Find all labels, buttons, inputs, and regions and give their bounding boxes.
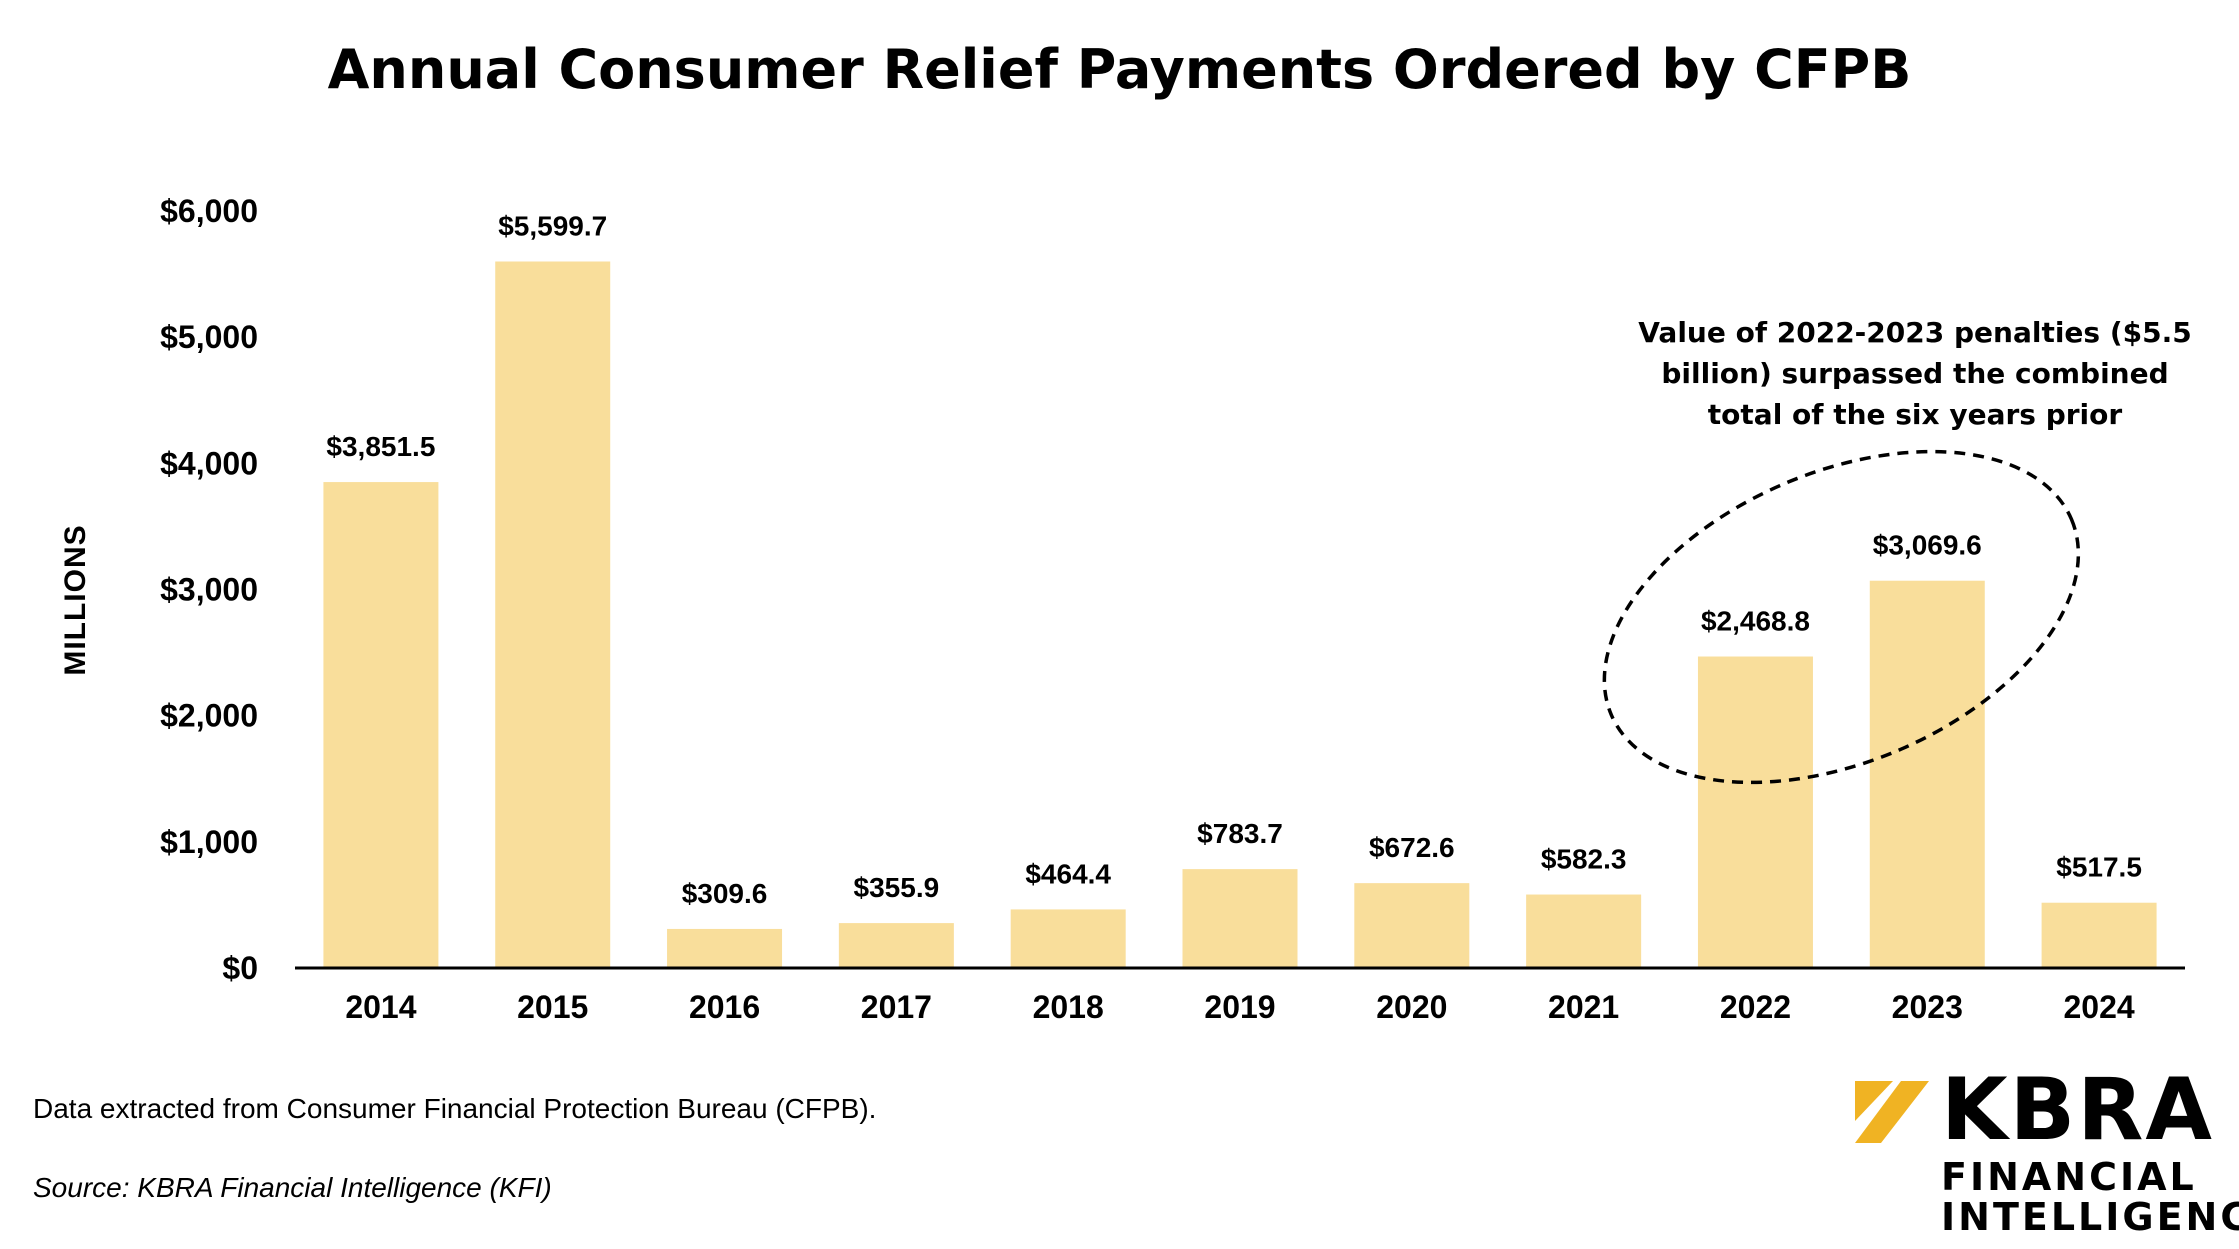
data-label-2018: $464.4: [1025, 858, 1111, 889]
bar-2021: [1526, 894, 1642, 968]
x-tick-label-2017: 2017: [861, 989, 932, 1025]
x-tick-label-2019: 2019: [1204, 989, 1275, 1025]
chart-title: Annual Consumer Relief Payments Ordered …: [327, 38, 1912, 101]
x-tick-label-2020: 2020: [1376, 989, 1447, 1025]
data-label-2016: $309.6: [682, 878, 768, 909]
y-tick-label: $4,000: [160, 445, 258, 481]
annotation-line: total of the six years prior: [1707, 398, 2123, 431]
data-label-2014: $3,851.5: [326, 431, 435, 462]
x-tick-label-2018: 2018: [1033, 989, 1104, 1025]
kbra-logo: KBRA FINANCIAL INTELLIGENCE: [1855, 1067, 2239, 1237]
bar-2019: [1182, 869, 1298, 968]
data-labels: $3,851.5 $5,599.7 $309.6 $355.9 $464.4 $783.7…: [326, 211, 2142, 909]
x-axis-ticks: 2014 2015 2016 2017 2018 2019 2020 2021 2022 2023…: [345, 989, 2135, 1025]
y-tick-label: $0: [222, 950, 258, 986]
source-note: Source: KBRA Financial Intelligence (KFI…: [33, 1172, 552, 1203]
x-tick-label-2015: 2015: [517, 989, 588, 1025]
data-label-2015: $5,599.7: [498, 211, 607, 242]
y-tick-label: $5,000: [160, 319, 258, 355]
data-label-2024: $517.5: [2056, 852, 2142, 883]
data-label-2022: $2,468.8: [1701, 606, 1810, 637]
data-label-2019: $783.7: [1197, 818, 1283, 849]
logo-line-intelligence: INTELLIGENCE: [1941, 1195, 2239, 1239]
x-tick-label-2016: 2016: [689, 989, 760, 1025]
kbra-k-mark-icon: [1855, 1081, 1929, 1143]
y-tick-label: $1,000: [160, 824, 258, 860]
data-label-2017: $355.9: [854, 872, 940, 903]
x-tick-label-2024: 2024: [2063, 989, 2134, 1025]
bars: [323, 261, 2157, 968]
highlight-ellipse: [1602, 449, 2081, 785]
logo-line-financial: FINANCIAL: [1941, 1155, 2197, 1199]
y-tick-label: $3,000: [160, 572, 258, 608]
bar-2018: [1010, 909, 1126, 968]
bar-2022: [1697, 656, 1813, 968]
x-tick-label-2021: 2021: [1548, 989, 1619, 1025]
bar-2016: [667, 928, 783, 968]
bar-2014: [323, 482, 439, 968]
bar-2017: [838, 923, 954, 968]
bar-2015: [495, 261, 611, 968]
y-tick-label: $2,000: [160, 698, 258, 734]
bar-2020: [1354, 883, 1470, 968]
annotation-line: billion) surpassed the combined: [1661, 357, 2169, 390]
data-label-2021: $582.3: [1541, 844, 1627, 875]
logo-word: KBRA: [1941, 1060, 2214, 1160]
annotation: Value of 2022-2023 penalties ($5.5 billi…: [1620, 312, 2210, 435]
annotation-line: Value of 2022-2023 penalties ($5.5: [1638, 316, 2192, 349]
data-label-2020: $672.6: [1369, 832, 1455, 863]
data-note: Data extracted from Consumer Financial P…: [33, 1093, 877, 1124]
x-tick-label-2023: 2023: [1892, 989, 1963, 1025]
bar-2024: [2041, 902, 2157, 968]
y-axis-ticks: $0 $1,000 $2,000 $3,000 $4,000 $5,000 $6,000: [160, 193, 258, 986]
x-tick-label-2022: 2022: [1720, 989, 1791, 1025]
y-tick-label: $6,000: [160, 193, 258, 229]
x-tick-label-2014: 2014: [345, 989, 416, 1025]
bar-2023: [1869, 580, 1985, 968]
y-axis-label: MILLIONS: [59, 524, 92, 676]
data-label-2023: $3,069.6: [1873, 530, 1982, 561]
